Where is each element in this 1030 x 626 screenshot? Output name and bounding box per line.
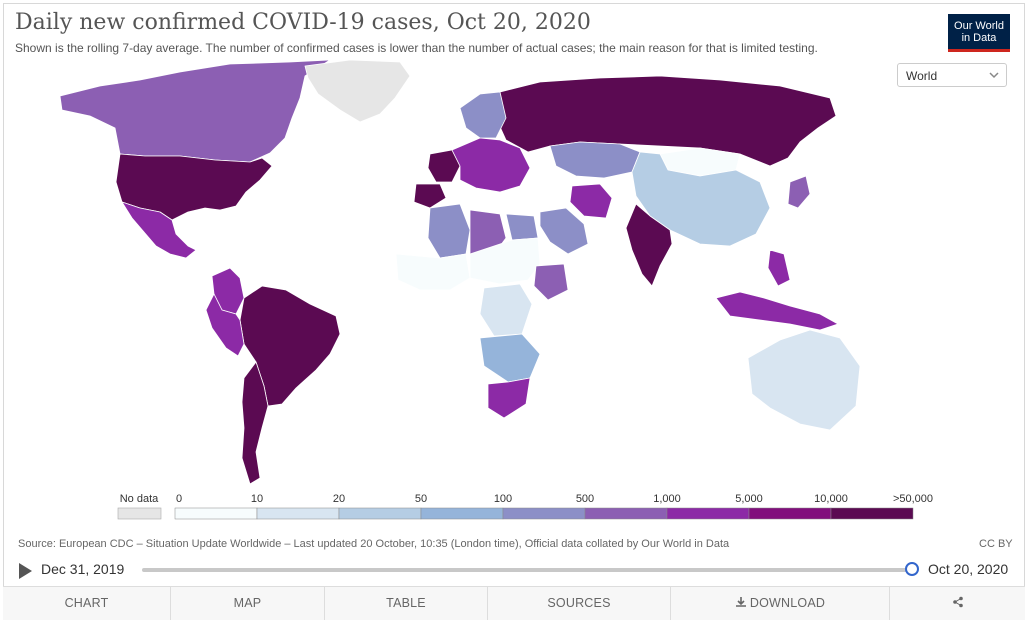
legend-swatch-2[interactable]: [338, 507, 422, 520]
country-philippines[interactable]: [767, 249, 791, 287]
legend-tick-label: 1,000: [653, 493, 681, 505]
map-legend: No data 0 10 20 50 100 500 1,000 5,000 10,000 >50…: [117, 493, 933, 520]
legend-tick-label: 500: [576, 493, 594, 505]
legend-swatch-0[interactable]: [174, 507, 258, 520]
country-central-africa[interactable]: [469, 237, 541, 285]
country-nordics[interactable]: [459, 91, 507, 139]
chart-title: Daily new confirmed COVID-19 cases, Oct …: [15, 10, 591, 35]
legend-tick-label: 20: [333, 493, 345, 505]
country-kazakhstan[interactable]: [549, 141, 641, 179]
country-mexico[interactable]: [121, 201, 197, 259]
play-icon[interactable]: [19, 563, 32, 579]
country-spain[interactable]: [413, 183, 447, 209]
legend-tick-label: 10,000: [814, 493, 848, 505]
download-icon: [735, 597, 746, 607]
legend-no-data-swatch[interactable]: [117, 507, 162, 520]
legend-tick-label: 10: [251, 493, 263, 505]
country-greenland[interactable]: [304, 59, 411, 123]
country-brazil[interactable]: [239, 285, 341, 407]
legend-swatch-5[interactable]: [584, 507, 668, 520]
country-russia[interactable]: [495, 75, 837, 167]
chart-subtitle: Shown is the rolling 7-day average. The …: [15, 41, 818, 55]
legend-swatch-3[interactable]: [420, 507, 504, 520]
country-southern-africa[interactable]: [479, 333, 541, 383]
country-australia[interactable]: [747, 329, 861, 431]
legend-tick-label: 0: [176, 493, 182, 505]
country-iran[interactable]: [569, 183, 613, 219]
country-europe-other[interactable]: [451, 137, 531, 193]
owid-logo[interactable]: Our World in Data: [948, 14, 1010, 52]
tab-share[interactable]: [890, 587, 1025, 620]
timeline-handle[interactable]: [905, 562, 919, 576]
country-indonesia[interactable]: [715, 291, 839, 331]
timeline: Dec 31, 2019 Oct 20, 2020: [0, 558, 1030, 584]
legend-swatch-6[interactable]: [666, 507, 750, 520]
region-select-value: World: [906, 69, 938, 83]
legend-swatch-7[interactable]: [748, 507, 832, 520]
country-south-africa[interactable]: [487, 377, 531, 419]
share-icon: [952, 596, 963, 608]
country-ethiopia[interactable]: [533, 263, 569, 301]
country-india[interactable]: [625, 203, 673, 287]
tab-bar: CHART MAP TABLE SOURCES DOWNLOAD: [3, 586, 1025, 620]
country-japan[interactable]: [787, 175, 811, 209]
country-argentina[interactable]: [241, 361, 269, 485]
chevron-down-icon: [989, 72, 999, 79]
source-text: Source: European CDC – Situation Update …: [18, 538, 730, 550]
legend-swatch-8[interactable]: [830, 507, 914, 520]
legend-tick-label: 100: [494, 493, 512, 505]
country-egypt[interactable]: [505, 213, 539, 241]
timeline-start-label: Dec 31, 2019: [41, 561, 125, 577]
tab-map[interactable]: MAP: [171, 587, 325, 620]
legend-swatch-1[interactable]: [256, 507, 340, 520]
logo-line-1: Our World: [954, 20, 1004, 32]
legend-swatch-4[interactable]: [502, 507, 586, 520]
country-peru[interactable]: [205, 293, 245, 357]
tab-sources[interactable]: SOURCES: [488, 587, 671, 620]
legend-tick-label-last: >50,000: [893, 493, 933, 505]
legend-tick-label: 50: [415, 493, 427, 505]
logo-line-2: in Data: [961, 32, 997, 44]
country-algeria[interactable]: [427, 203, 471, 259]
country-china[interactable]: [631, 151, 771, 247]
country-saudi-arabia[interactable]: [539, 207, 589, 255]
world-map: [59, 59, 861, 485]
country-west-africa[interactable]: [395, 253, 471, 291]
tab-chart[interactable]: CHART: [3, 587, 171, 620]
country-canada[interactable]: [59, 59, 331, 163]
tab-table[interactable]: TABLE: [325, 587, 488, 620]
legend-tick-label: 5,000: [735, 493, 763, 505]
country-dr-congo[interactable]: [479, 283, 533, 337]
legend-no-data-label: No data: [120, 493, 159, 505]
license-link[interactable]: CC BY: [979, 538, 1013, 550]
tab-download[interactable]: DOWNLOAD: [671, 587, 890, 620]
region-select[interactable]: World: [897, 63, 1007, 87]
timeline-track[interactable]: [142, 568, 912, 572]
timeline-end-label: Oct 20, 2020: [928, 561, 1009, 577]
